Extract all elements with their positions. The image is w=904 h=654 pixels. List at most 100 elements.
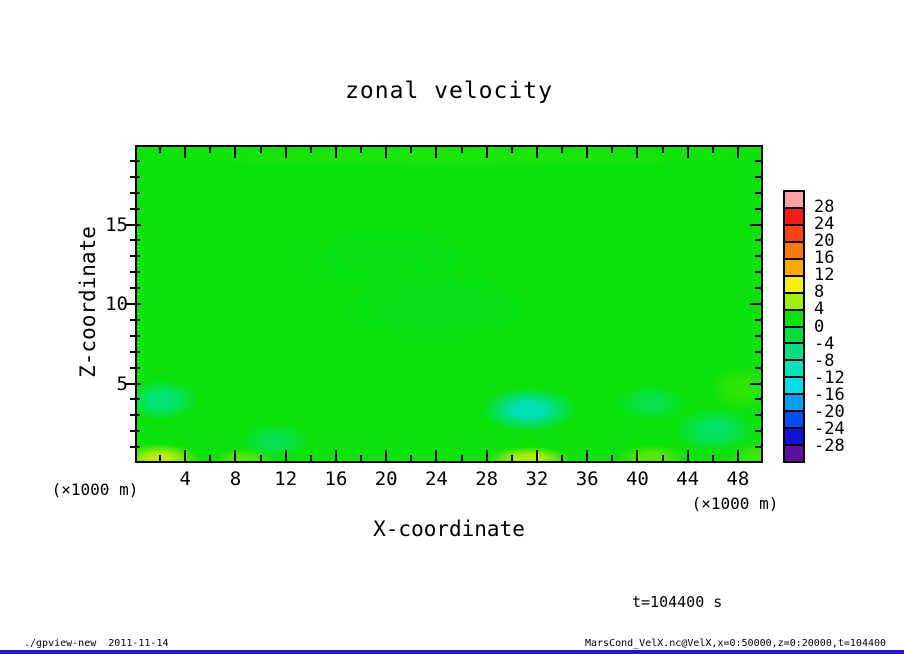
colorbar-label-0: 0 — [814, 316, 825, 337]
x-tick-top — [209, 147, 212, 153]
colorbar-segment-12 — [785, 395, 803, 413]
z-tick-left — [130, 287, 140, 290]
x-tick-label-36: 36 — [575, 468, 599, 490]
colorbar-segment-0 — [785, 192, 803, 209]
x-tick-label-4: 4 — [179, 468, 191, 490]
colorbar-segment-8 — [785, 327, 803, 345]
colorbar-segment-13 — [785, 412, 803, 430]
z-tick-right — [755, 414, 761, 417]
x-tick-top — [460, 147, 463, 153]
time-annotation: t=104400 s — [632, 593, 723, 611]
colorbar-segment-11 — [785, 378, 803, 396]
z-tick-left — [130, 398, 140, 401]
x-tick-bottom — [385, 450, 388, 461]
z-tick-right — [755, 398, 761, 401]
x-tick-top — [510, 147, 513, 153]
x-tick-top — [259, 147, 262, 153]
field-feature-chartreuse-bottom-x41 — [614, 444, 690, 461]
z-tick-right — [755, 350, 761, 353]
z-tick-right — [755, 207, 761, 210]
x-tick-top — [636, 147, 639, 158]
z-tick-right — [755, 430, 761, 433]
z-tick-left — [130, 334, 140, 337]
colorbar-label--16: -16 — [814, 384, 845, 405]
x-tick-bottom — [309, 455, 312, 461]
x-tick-bottom — [284, 450, 287, 461]
z-tick-right — [755, 159, 761, 162]
colorbar-label-16: 16 — [814, 248, 835, 269]
z-tick-left — [130, 175, 140, 178]
plot-area — [125, 145, 763, 463]
x-tick-top — [385, 147, 388, 158]
colorbar-label-12: 12 — [814, 265, 835, 286]
x-tick-bottom — [334, 450, 337, 461]
x-tick-label-48: 48 — [726, 468, 750, 490]
x-tick-bottom — [209, 455, 212, 461]
z-tick-left — [125, 223, 141, 226]
field-feature-light-band-near-top — [137, 147, 761, 170]
z-tick-right — [750, 303, 761, 305]
colorbar-segment-6 — [785, 293, 803, 311]
x-tick-bottom — [535, 450, 538, 461]
z-tick-right — [755, 318, 761, 321]
z-tick-label-10: 10 — [105, 293, 128, 315]
x-tick-top — [159, 147, 162, 153]
x-tick-label-16: 16 — [324, 468, 348, 490]
x-tick-bottom — [259, 455, 262, 461]
colorbar-label--20: -20 — [814, 401, 845, 422]
x-tick-top — [360, 147, 363, 153]
x-tick-label-28: 28 — [475, 468, 499, 490]
field-feature-teal-pocket-x11 — [237, 422, 313, 461]
x-tick-bottom — [510, 455, 513, 461]
field-feature-teal-upper-left — [262, 218, 514, 299]
x-tick-bottom — [711, 455, 714, 461]
x-tick-bottom — [586, 450, 589, 461]
x-tick-bottom — [561, 455, 564, 461]
x-tick-label-20: 20 — [374, 468, 398, 490]
z-tick-right — [750, 382, 761, 385]
z-axis-unit-note: (×1000 m) — [51, 480, 139, 499]
x-tick-label-44: 44 — [676, 468, 700, 490]
plot-title: zonal velocity — [345, 78, 553, 104]
x-tick-label-8: 8 — [229, 468, 242, 490]
colorbar-label--8: -8 — [814, 350, 835, 371]
x-tick-bottom — [636, 450, 639, 461]
colorbar-label--28: -28 — [814, 435, 845, 456]
field-feature-teal-pocket-lower-left — [137, 377, 200, 423]
colorbar-label--24: -24 — [814, 418, 845, 439]
z-tick-left — [130, 318, 140, 321]
field-feature-teal-pocket-x46 — [670, 406, 759, 454]
z-tick-left — [130, 239, 140, 242]
x-tick-top — [736, 147, 739, 158]
x-tick-bottom — [611, 455, 614, 461]
x-tick-top — [309, 147, 312, 153]
colorbar-label-8: 8 — [814, 282, 825, 303]
x-tick-top — [334, 147, 337, 158]
z-tick-right — [755, 366, 761, 369]
x-axis-label: X-coordinate — [373, 517, 525, 541]
field-feature-yellow-spot-bottom-x31 — [484, 445, 573, 461]
field-feature-yellow-spot-bottom-left-corner — [137, 442, 200, 461]
z-tick-left — [130, 430, 140, 433]
colorbar-segment-5 — [785, 276, 803, 294]
z-tick-right — [755, 271, 761, 274]
z-tick-left — [130, 207, 140, 210]
x-tick-top — [485, 147, 488, 158]
x-tick-bottom — [159, 455, 162, 461]
field-feature-chartreuse-bottom-x8 — [212, 447, 276, 461]
x-tick-bottom — [184, 450, 187, 461]
x-tick-bottom — [234, 450, 237, 461]
z-tick-label-15: 15 — [105, 213, 128, 236]
colorbar-label--12: -12 — [814, 367, 845, 388]
x-tick-top — [686, 147, 689, 158]
colorbar-segment-3 — [785, 242, 803, 260]
heatmap-field — [137, 147, 761, 461]
footer-source-text: MarsCond_VelX.nc@VelX,x=0:50000,z=0:2000… — [585, 638, 887, 649]
x-tick-top — [561, 147, 564, 153]
z-tick-right — [755, 287, 761, 290]
x-tick-label-40: 40 — [625, 468, 649, 490]
x-tick-top — [410, 147, 413, 153]
x-tick-label-24: 24 — [424, 468, 448, 490]
x-tick-label-12: 12 — [274, 468, 298, 490]
